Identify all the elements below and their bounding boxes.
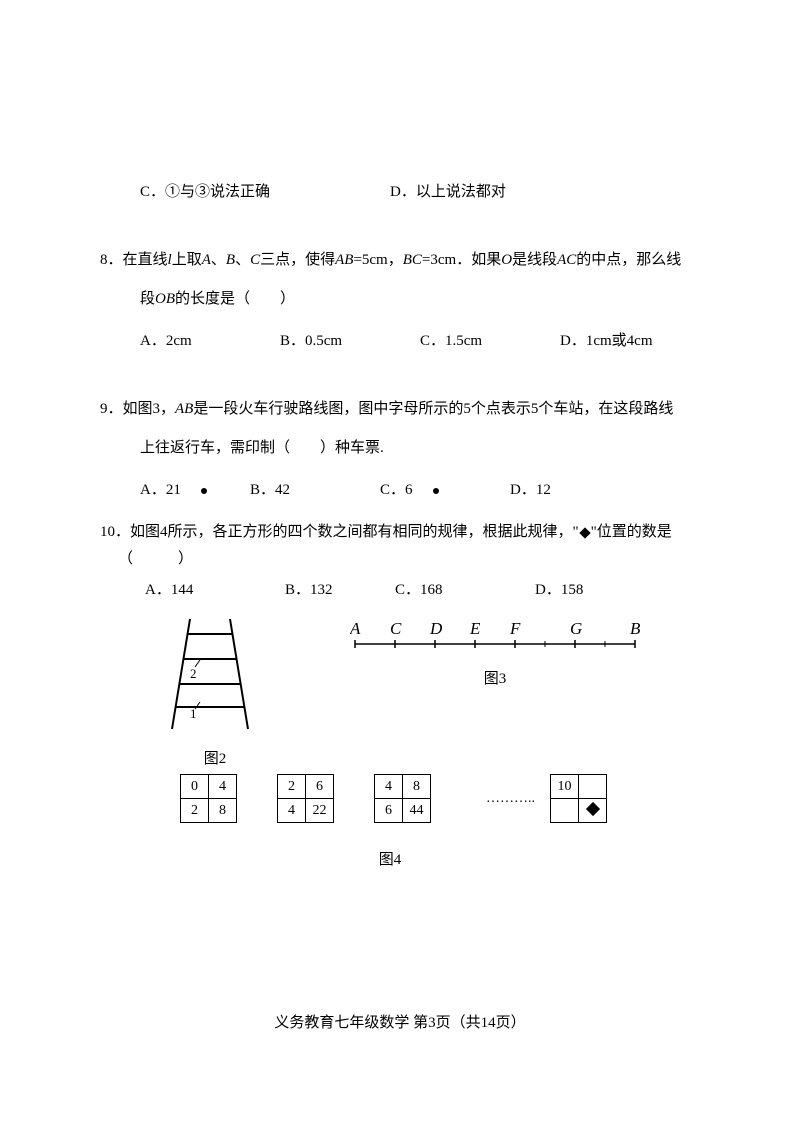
- q8-option-c: C．1.5cm: [420, 329, 560, 350]
- dot-icon: [433, 488, 439, 494]
- q8-option-b: B．0.5cm: [280, 329, 420, 350]
- grid-1: 26422: [277, 774, 334, 823]
- svg-text:C: C: [390, 619, 402, 638]
- q9-text: 9．如图3，AB是一段火车行驶路线图，图中字母所示的5个点表示5个车站，在这段路…: [100, 390, 700, 468]
- q8-option-a: A．2cm: [140, 329, 280, 350]
- q10-options: A．144 B．132 C．168 D．158: [100, 578, 700, 599]
- svg-text:F: F: [509, 619, 521, 638]
- line-svg: ACDEFGB: [350, 614, 640, 654]
- q7-option-d: D．以上说法都对: [390, 180, 640, 201]
- q10-option-b: B．132: [285, 578, 395, 599]
- fig4-label: 图4: [80, 848, 700, 869]
- sequence-dots: ………..: [486, 791, 535, 807]
- figure-4-grids: 0428 26422 48644 ……….. 10: [180, 774, 700, 823]
- q9-options: A．21 B．42 C．6 D．12: [100, 478, 700, 499]
- grid-2: 48644: [374, 774, 431, 823]
- diamond-icon: [585, 801, 599, 815]
- diamond-icon: [579, 527, 590, 538]
- svg-text:E: E: [469, 619, 481, 638]
- svg-text:D: D: [429, 619, 443, 638]
- q9-option-d: D．12: [510, 478, 620, 499]
- q9-option-a: A．21: [140, 478, 250, 499]
- figure-3-line: A C D E F G B 图3: [350, 614, 640, 688]
- grid-0: 0428: [180, 774, 237, 823]
- q10-text: 10．如图4所示，各正方形的四个数之间都有相同的规律，根据此规律，""位置的数是…: [100, 519, 700, 573]
- figures-row-1: 2 1 图2 A C D E F G B 图3: [160, 614, 700, 754]
- fig3-label: 图3: [350, 667, 640, 688]
- q10-option-d: D．158: [535, 578, 645, 599]
- q8-option-d: D．1cm或4cm: [560, 329, 700, 350]
- q8-options: A．2cm B．0.5cm C．1.5cm D．1cm或4cm: [100, 329, 700, 350]
- q7-option-c: C．①与③说法正确: [140, 180, 390, 201]
- q9-option-b: B．42: [250, 478, 380, 499]
- fig2-label: 图2: [160, 747, 270, 768]
- svg-text:G: G: [570, 619, 582, 638]
- ladder-svg: 2 1: [160, 614, 270, 734]
- q9-option-c: C．6: [380, 478, 510, 499]
- q10-option-c: C．168: [395, 578, 535, 599]
- dot-icon: [201, 488, 207, 494]
- q7-options-cd: C．①与③说法正确 D．以上说法都对: [100, 180, 700, 201]
- svg-text:B: B: [630, 619, 640, 638]
- page-footer: 义务教育七年级数学 第3页（共14页）: [0, 1011, 800, 1032]
- svg-text:2: 2: [190, 666, 197, 681]
- figure-2-ladder: 2 1 图2: [160, 614, 270, 754]
- q8-text: 8．在直线l上取A、B、C三点，使得AB=5cm，BC=3cm．如果O是线段AC…: [100, 241, 700, 319]
- grid-3: 10: [550, 774, 607, 823]
- svg-text:A: A: [350, 619, 361, 638]
- q10-option-a: A．144: [145, 578, 285, 599]
